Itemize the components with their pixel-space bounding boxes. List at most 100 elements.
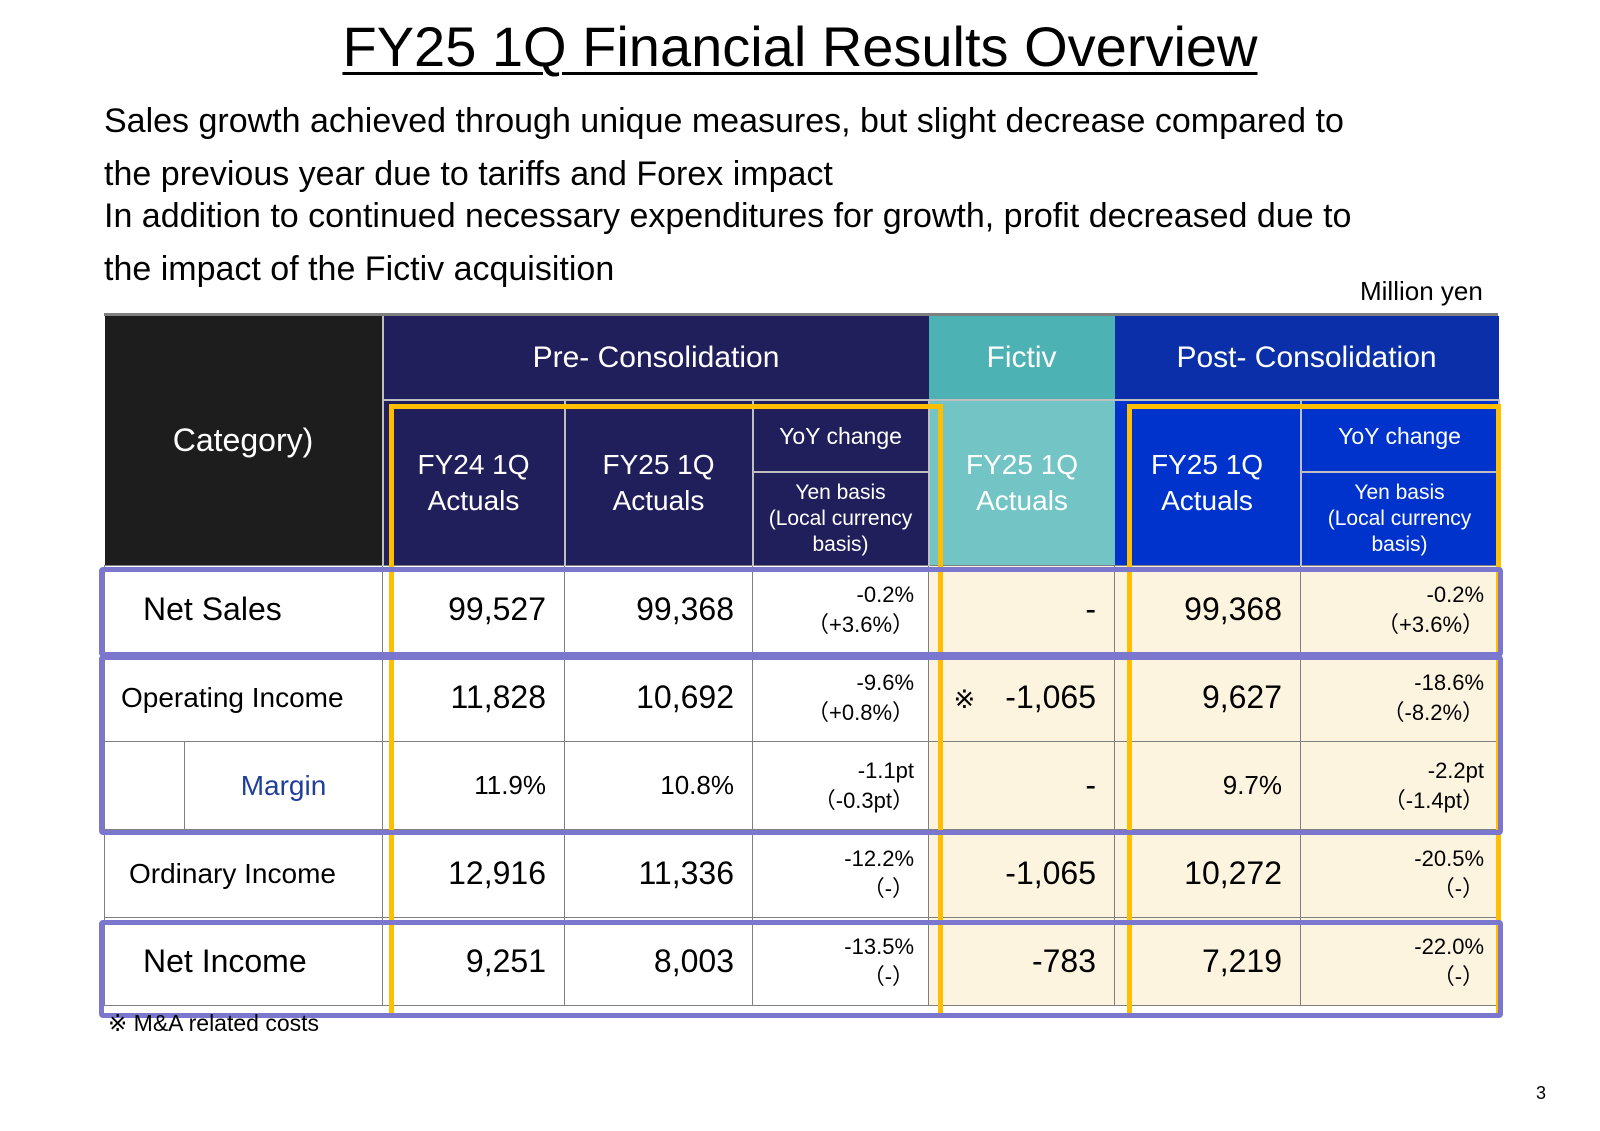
fictiv-header: Fictiv	[928, 316, 1115, 400]
margin-label: Margin	[184, 741, 383, 830]
operating-income-fy24: 11,828	[382, 653, 565, 742]
operating-income-fy25: 10,692	[564, 653, 753, 742]
table-row-margin: Margin 11.9% 10.8% -1.1pt （-0.3pt） - 9.7…	[104, 741, 1500, 830]
ordinary-income-fy24: 12,916	[382, 829, 565, 918]
ordinary-income-fy25: 11,336	[564, 829, 753, 918]
yen-basis-line1: Yen basis	[795, 481, 886, 504]
summary-line-4: the impact of the Fictiv acquisition	[104, 250, 615, 288]
net-sales-yoy-local: （+3.6%）	[807, 611, 915, 637]
ordinary-income-post-yoy: -20.5% （-）	[1300, 829, 1500, 918]
margin-post-yoy: -2.2pt （-1.4pt）	[1300, 741, 1500, 830]
post-yen-basis-line2: (Local currency	[1327, 507, 1472, 530]
net-income-yoy-yen: -13.5%	[844, 933, 915, 959]
net-income-post-yoy-yen: -22.0%	[1414, 933, 1485, 959]
net-income-post: 7,219	[1114, 917, 1302, 1006]
net-sales-fy24: 99,527	[382, 565, 565, 654]
net-income-post-yoy-local: （-）	[1432, 963, 1485, 989]
operating-income-post: 9,627	[1114, 653, 1302, 742]
post-yen-basis-line3: basis)	[1371, 533, 1428, 556]
table-top-rule	[104, 313, 1498, 316]
margin-fy24: 11.9%	[382, 741, 565, 830]
fictiv-header-line2: Actuals	[976, 485, 1068, 516]
net-income-yoy: -13.5% （-）	[751, 917, 930, 1006]
ordinary-income-post-yoy-local: （-）	[1432, 875, 1485, 901]
net-sales-post: 99,368	[1114, 565, 1302, 654]
net-sales-post-yoy: -0.2% （+3.6%）	[1300, 565, 1500, 654]
summary-line-2: the previous year due to tariffs and For…	[104, 155, 833, 193]
page-title: FY25 1Q Financial Results Overview	[342, 15, 1258, 78]
pre-consolidation-header: Pre- Consolidation	[382, 316, 929, 400]
yoy-change-header: YoY change	[752, 399, 930, 473]
post-yen-basis-line1: Yen basis	[1354, 481, 1445, 504]
net-income-yoy-local: （-）	[862, 963, 915, 989]
fy25-header-line1: FY25 1Q	[602, 449, 715, 480]
net-income-fictiv: -783	[928, 917, 1116, 1006]
header-row-groups: Category) Pre- Consolidation Fictiv Post…	[104, 316, 1499, 566]
ordinary-income-label: Ordinary Income	[104, 829, 383, 918]
yen-basis-header: Yen basis (Local currency basis)	[752, 471, 930, 566]
yen-basis-line3: basis)	[812, 533, 869, 556]
ordinary-income-yoy: -12.2% （-）	[751, 829, 930, 918]
operating-income-label: Operating Income	[104, 653, 383, 742]
fy24-header-line2: Actuals	[427, 485, 520, 516]
ordinary-income-post-yoy-yen: -20.5%	[1414, 845, 1485, 871]
unit-label: Million yen	[1360, 276, 1483, 306]
operating-income-fictiv-value: -1,065	[1005, 679, 1097, 715]
table-row-net-sales: Net Sales 99,527 99,368 -0.2% （+3.6%） - …	[104, 565, 1500, 654]
post-consolidation-header: Post- Consolidation	[1114, 316, 1499, 400]
net-sales-fictiv: -	[928, 565, 1116, 654]
page-number: 3	[1536, 1083, 1547, 1103]
ordinary-income-post: 10,272	[1114, 829, 1302, 918]
net-income-label: Net Income	[104, 917, 383, 1006]
margin-yoy-yen: -1.1pt	[857, 757, 915, 783]
ordinary-income-yoy-local: （-）	[862, 875, 915, 901]
summary-line-3: In addition to continued necessary expen…	[104, 197, 1352, 235]
margin-post-yoy-local: （-1.4pt）	[1383, 787, 1485, 813]
table-row-net-income: Net Income 9,251 8,003 -13.5% （-） -783 7…	[104, 917, 1500, 1006]
margin-fy25: 10.8%	[564, 741, 753, 830]
net-sales-yoy-yen: -0.2%	[856, 581, 915, 607]
summary-line-1: Sales growth achieved through unique mea…	[104, 102, 1344, 140]
category-header: Category)	[104, 316, 384, 566]
table-row-ordinary-income: Ordinary Income 12,916 11,336 -12.2% （-）…	[104, 829, 1500, 918]
fy24-header-line1: FY24 1Q	[417, 449, 530, 480]
operating-income-post-yoy-local: （-8.2%）	[1382, 699, 1485, 725]
net-sales-label: Net Sales	[104, 565, 383, 654]
header-row-yoy: FY24 1Q Actuals FY25 1Q Actuals YoY chan…	[105, 399, 1500, 566]
operating-income-post-yoy-yen: -18.6%	[1414, 669, 1485, 695]
net-income-post-yoy: -22.0% （-）	[1300, 917, 1500, 1006]
fictiv-header-line1: FY25 1Q	[965, 449, 1079, 480]
post-yoy-change-header: YoY change	[1300, 399, 1500, 473]
net-sales-yoy: -0.2% （+3.6%）	[751, 565, 930, 654]
financial-results-table: Category) Pre- Consolidation Fictiv Post…	[104, 316, 1500, 1006]
operating-income-yoy-local: （+0.8%）	[807, 699, 915, 725]
net-income-fy25: 8,003	[564, 917, 753, 1006]
margin-post-yoy-yen: -2.2pt	[1427, 757, 1485, 783]
ordinary-income-fictiv: -1,065	[928, 829, 1116, 918]
yen-basis-line2: (Local currency	[768, 507, 913, 530]
net-income-fy24: 9,251	[382, 917, 565, 1006]
operating-income-yoy-yen: -9.6%	[856, 669, 915, 695]
fy24-actuals-header: FY24 1Q Actuals	[382, 399, 566, 566]
margin-fictiv: -	[928, 741, 1116, 830]
ordinary-income-yoy-yen: -12.2%	[844, 845, 915, 871]
operating-income-post-yoy: -18.6% （-8.2%）	[1300, 653, 1500, 742]
margin-yoy-local: （-0.3pt）	[813, 787, 915, 813]
post-yen-basis-header: Yen basis (Local currency basis)	[1300, 471, 1500, 566]
margin-yoy: -1.1pt （-0.3pt）	[751, 741, 930, 830]
footnote: ※ M&A related costs	[108, 1010, 320, 1036]
fy25-actuals-header: FY25 1Q Actuals	[564, 399, 754, 566]
margin-indent	[104, 741, 185, 830]
post-header-line1: FY25 1Q	[1150, 449, 1264, 480]
post-actuals-header: FY25 1Q Actuals	[1114, 399, 1302, 566]
ma-costs-note-mark: ※	[953, 684, 976, 714]
fy25-header-line2: Actuals	[612, 485, 705, 516]
margin-post: 9.7%	[1114, 741, 1302, 830]
fictiv-actuals-header: FY25 1Q Actuals	[928, 399, 1115, 566]
table-row-operating-income: Operating Income 11,828 10,692 -9.6% （+0…	[104, 653, 1500, 742]
operating-income-fictiv: ※ -1,065	[928, 653, 1116, 742]
net-sales-post-yoy-local: （+3.6%）	[1377, 611, 1485, 637]
net-sales-post-yoy-yen: -0.2%	[1426, 581, 1485, 607]
net-sales-fy25: 99,368	[564, 565, 753, 654]
post-header-line2: Actuals	[1161, 485, 1253, 516]
